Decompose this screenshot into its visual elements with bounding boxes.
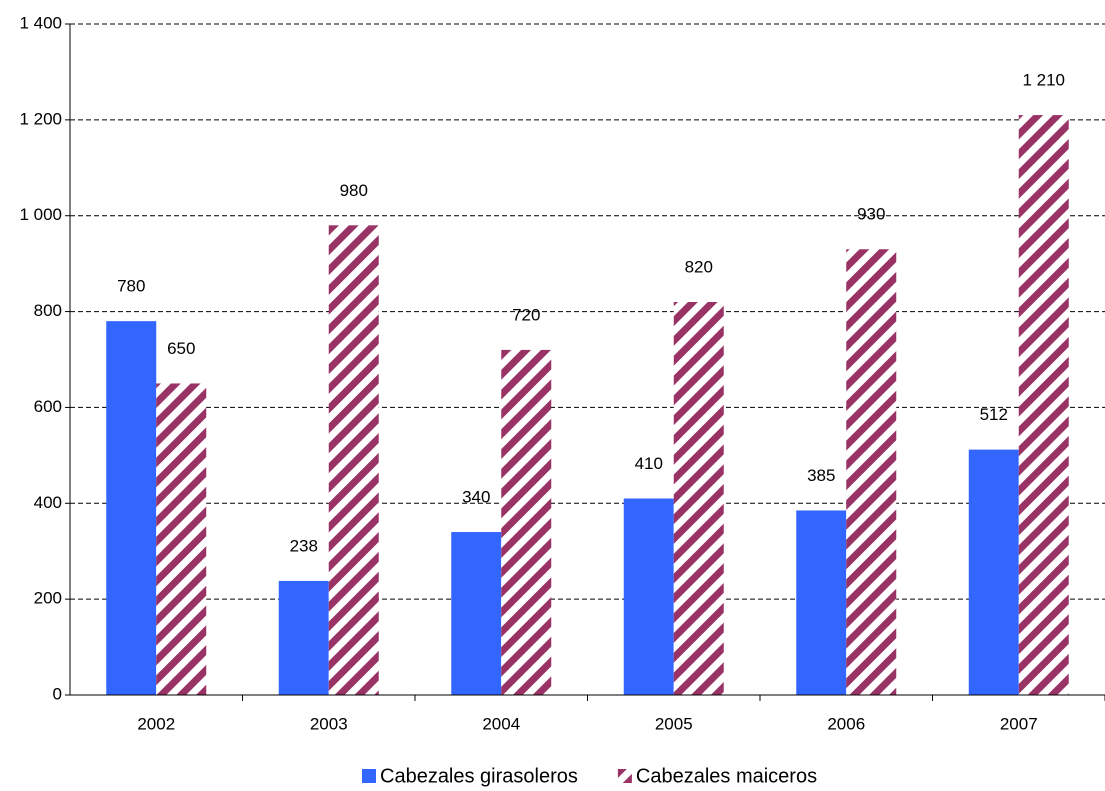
legend-label: Cabezales maiceros (636, 765, 817, 787)
data-label: 650 (167, 339, 195, 358)
legend-swatch (362, 769, 376, 783)
legend-label: Cabezales girasoleros (380, 765, 578, 787)
bar (846, 249, 897, 695)
data-label: 820 (685, 257, 713, 276)
x-tick-label: 2003 (310, 714, 348, 733)
y-tick-label: 0 (53, 684, 62, 703)
data-label: 340 (462, 488, 490, 507)
bar (968, 449, 1019, 695)
legend: Cabezales girasoleros Cabezales maiceros (362, 765, 817, 787)
y-tick-label: 800 (34, 301, 62, 320)
data-label: 512 (980, 405, 1008, 424)
bar (278, 580, 329, 695)
data-label: 410 (635, 454, 663, 473)
data-label: 238 (290, 536, 318, 555)
data-label: 930 (857, 205, 885, 224)
legend-swatch (617, 769, 632, 783)
y-tick-label: 1 000 (19, 205, 62, 224)
bar (796, 510, 847, 695)
y-tick-label: 1 400 (19, 13, 62, 32)
data-label: 720 (512, 305, 540, 324)
data-label: 980 (340, 181, 368, 200)
x-tick-label: 2007 (1000, 714, 1038, 733)
x-tick-label: 2002 (137, 714, 175, 733)
bar (673, 301, 724, 695)
bar (623, 498, 674, 695)
data-label: 1 210 (1022, 71, 1065, 90)
data-label: 385 (807, 466, 835, 485)
x-tick-label: 2005 (655, 714, 693, 733)
x-tick-label: 2004 (482, 714, 520, 733)
bar (328, 225, 379, 696)
bar (501, 349, 552, 695)
y-tick-label: 400 (34, 493, 62, 512)
y-tick-label: 200 (34, 589, 62, 608)
bar (451, 532, 502, 695)
x-tick-label: 2006 (827, 714, 865, 733)
bar (106, 321, 157, 695)
y-tick-label: 1 200 (19, 109, 62, 128)
bar (156, 383, 207, 695)
bar (1018, 115, 1069, 696)
data-label: 780 (117, 277, 145, 296)
y-tick-label: 600 (34, 397, 62, 416)
